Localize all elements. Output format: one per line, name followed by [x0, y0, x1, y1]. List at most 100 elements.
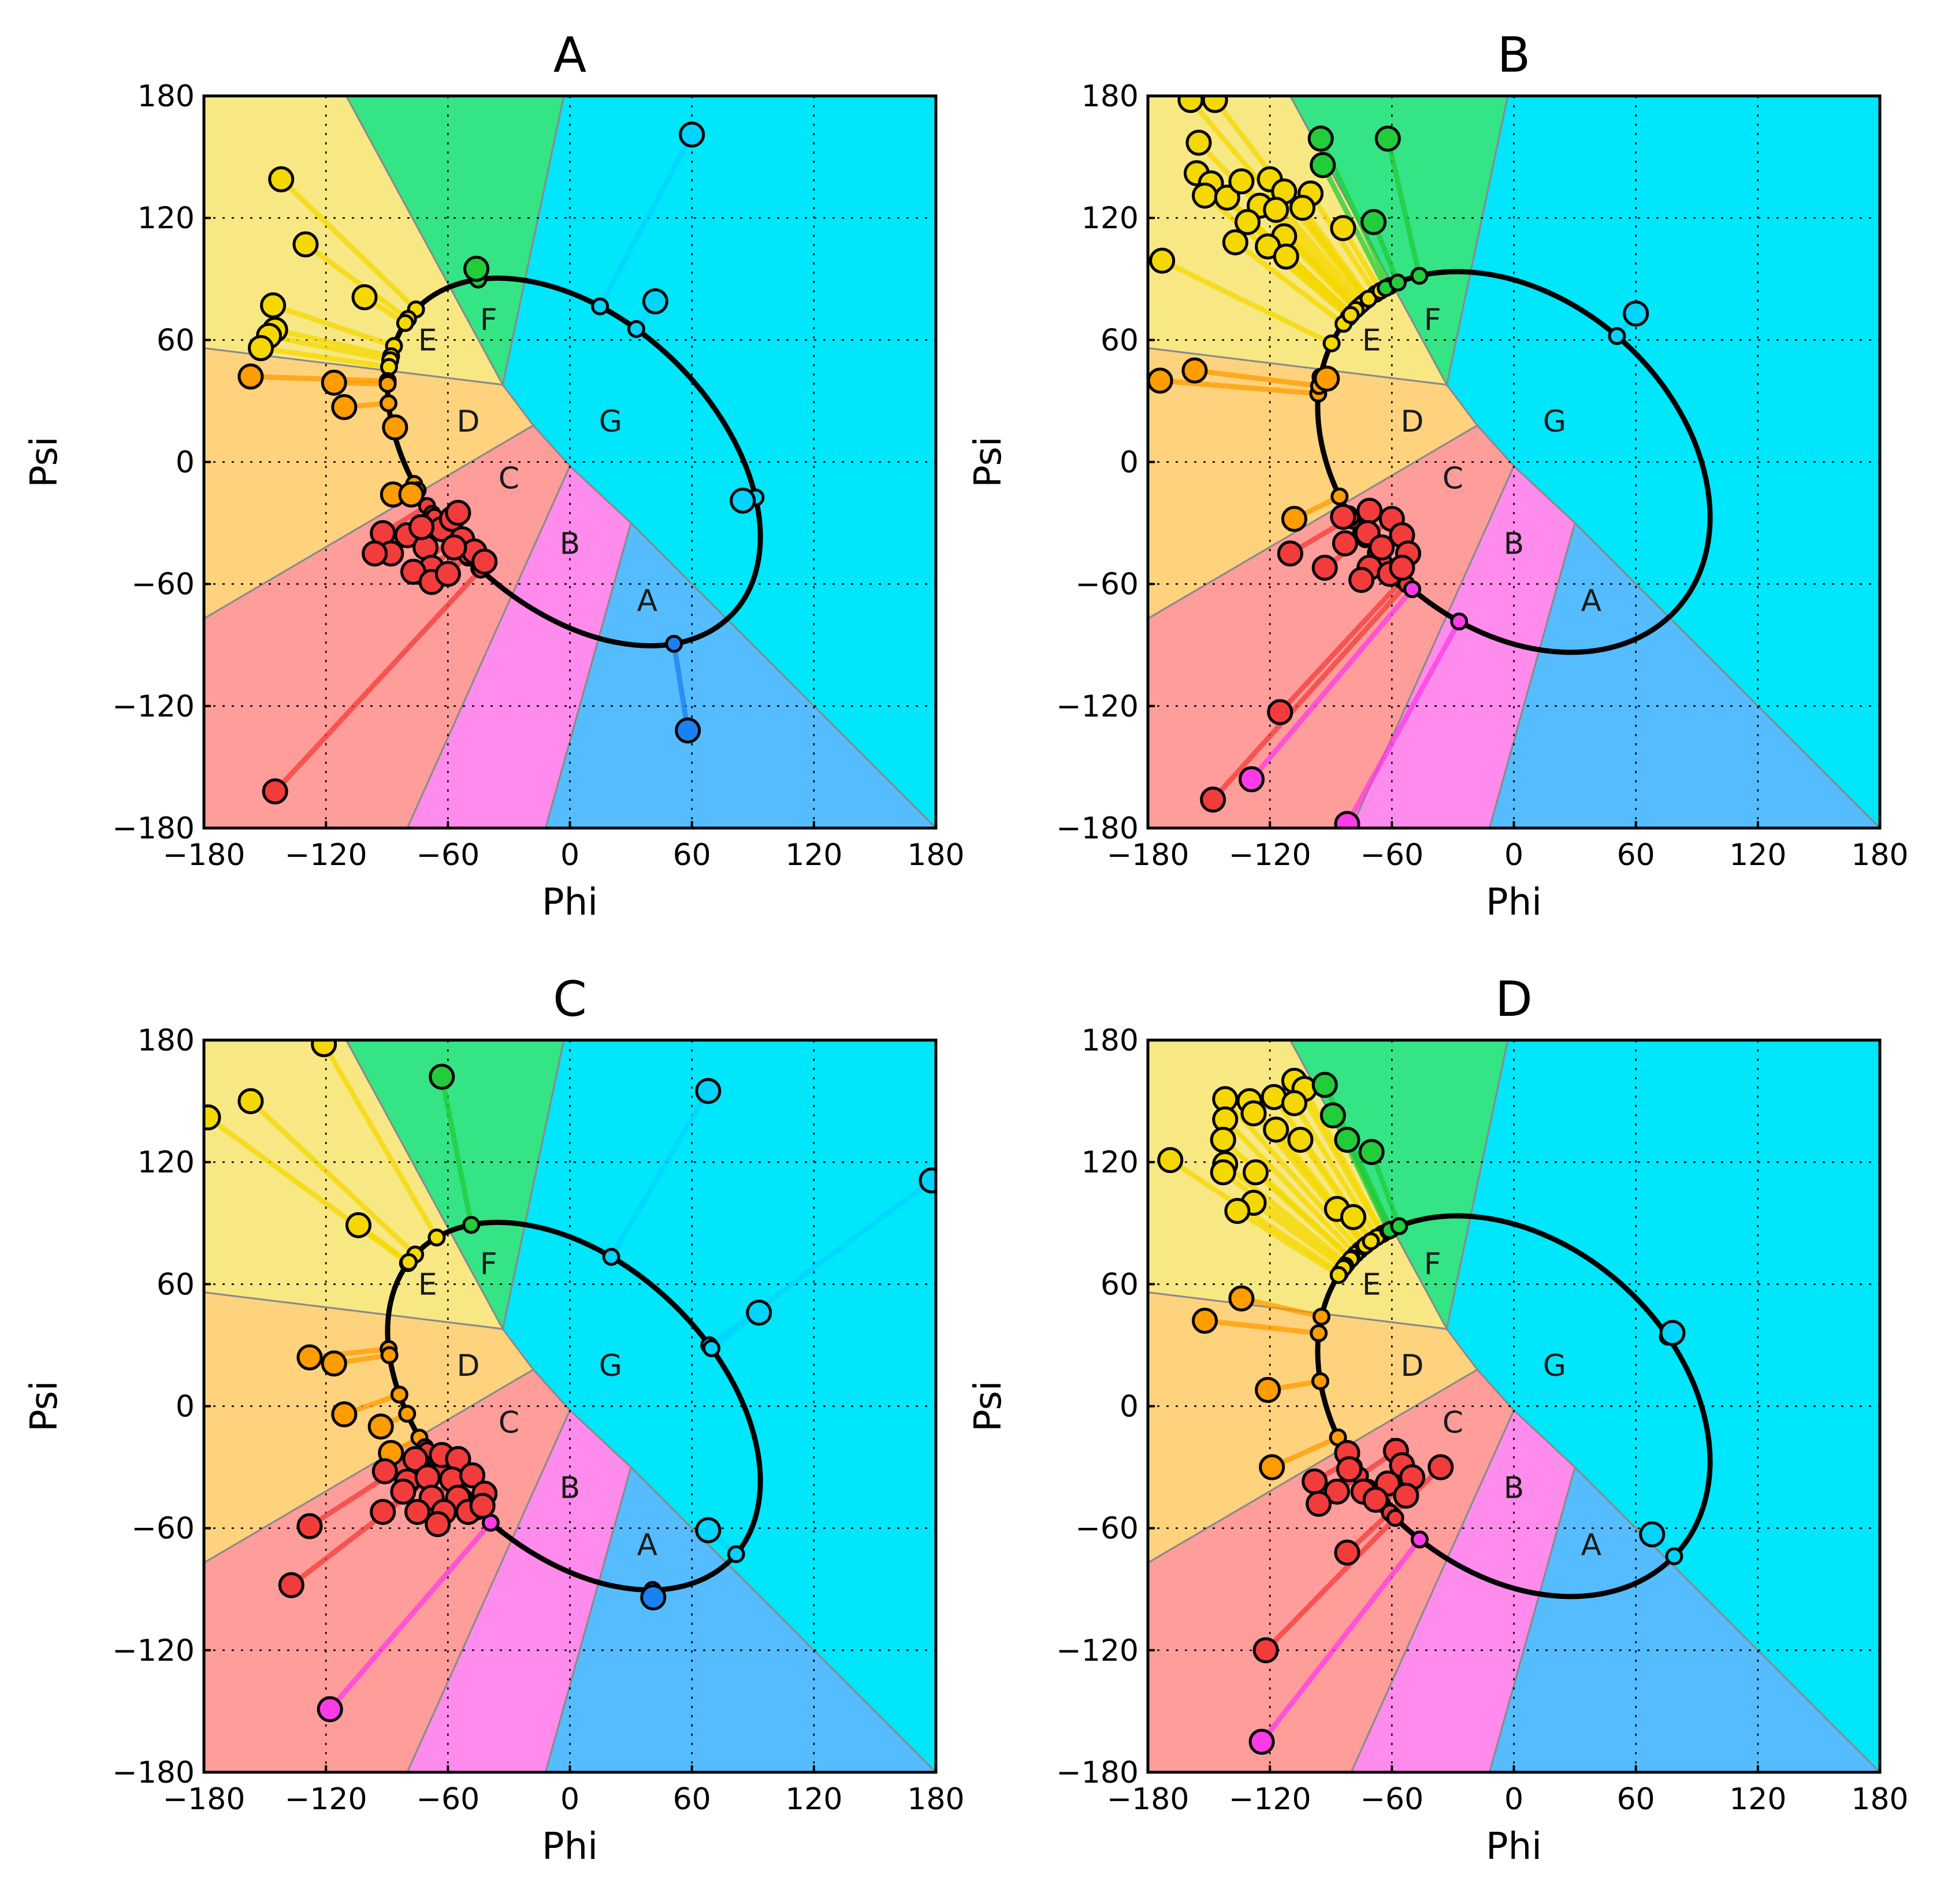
projection-link	[321, 1041, 440, 1241]
region-label-A: A	[1581, 1528, 1601, 1562]
projected-point	[627, 320, 645, 338]
projection-link	[1248, 587, 1415, 782]
y-tick-label: 180	[1081, 79, 1139, 114]
projected-point	[1665, 1547, 1683, 1565]
region-label-C: C	[1443, 462, 1463, 496]
x-tick-label: −120	[1229, 838, 1311, 873]
region-label-F: F	[480, 303, 497, 337]
data-point	[370, 1499, 396, 1526]
data-point	[1148, 368, 1173, 394]
data-point	[1192, 1308, 1218, 1334]
region-label-G: G	[1543, 1349, 1566, 1383]
projection-link	[1222, 1116, 1359, 1257]
data-point	[321, 369, 347, 396]
data-point	[1210, 1159, 1236, 1186]
data-point	[463, 255, 490, 282]
data-point	[746, 1300, 772, 1326]
data-point	[1267, 699, 1293, 725]
y-tick-label: −120	[1056, 689, 1139, 724]
data-point	[1334, 811, 1360, 828]
projected-point	[390, 1385, 408, 1404]
projected-point	[462, 1216, 481, 1234]
x-tick-label: −120	[1229, 1782, 1311, 1817]
data-point	[292, 231, 319, 258]
region-label-C: C	[1443, 1406, 1463, 1441]
y-axis-label: Psi	[23, 1380, 66, 1432]
projection-link	[272, 327, 394, 359]
data-point	[919, 1167, 936, 1194]
projection-link	[278, 176, 419, 312]
data-point	[1307, 125, 1334, 152]
data-point	[1200, 786, 1226, 813]
data-point	[1358, 1139, 1385, 1166]
region-G	[501, 96, 936, 828]
projected-point	[665, 634, 683, 653]
panel-title: D	[1495, 971, 1533, 1027]
region-label-D: D	[1401, 1349, 1424, 1383]
data-point	[1314, 365, 1340, 392]
y-tick-label: −120	[1056, 1634, 1139, 1668]
region-G	[1445, 1040, 1880, 1772]
projected-point	[591, 297, 609, 316]
y-tick-label: 60	[1101, 1267, 1139, 1302]
data-point	[730, 487, 756, 514]
data-point	[640, 1584, 667, 1610]
data-point	[1177, 96, 1204, 113]
projection-link	[1302, 1086, 1386, 1237]
data-point	[429, 1063, 455, 1090]
projected-point	[380, 1346, 399, 1364]
x-tick-label: 60	[1617, 1782, 1655, 1817]
region-label-F: F	[1424, 1247, 1441, 1282]
x-tick-label: −180	[1107, 1782, 1189, 1817]
region-G	[1445, 96, 1880, 828]
x-tick-label: 120	[1729, 1782, 1786, 1817]
projected-point	[1362, 1232, 1380, 1250]
data-point	[1202, 96, 1228, 113]
projection-link	[1253, 1170, 1354, 1262]
y-tick-label: 180	[137, 1023, 195, 1058]
data-point	[1428, 1454, 1454, 1480]
data-point	[237, 1088, 264, 1115]
projected-point	[1386, 1509, 1404, 1527]
data-point	[1224, 1198, 1251, 1224]
data-point	[390, 1478, 417, 1505]
projection-link	[1232, 239, 1347, 326]
region-G	[501, 1040, 936, 1772]
projection-link	[248, 1098, 418, 1257]
data-point	[679, 121, 705, 148]
x-tick-label: −180	[163, 838, 246, 873]
data-point	[1311, 555, 1338, 581]
projection-link	[1259, 1536, 1422, 1745]
data-point	[1238, 766, 1265, 793]
data-point	[1181, 357, 1208, 384]
data-point	[371, 1458, 398, 1484]
regions	[204, 1040, 936, 1772]
panel-title: A	[553, 27, 586, 83]
region-label-E: E	[418, 1267, 437, 1302]
y-tick-label: 60	[1101, 323, 1139, 358]
projection-link	[1210, 581, 1410, 803]
x-tick-label: −60	[1360, 1782, 1423, 1817]
data-point	[351, 284, 378, 310]
data-point	[1319, 1102, 1346, 1129]
x-tick-label: −180	[1107, 838, 1189, 873]
x-tick-label: 120	[785, 1782, 842, 1817]
region-label-E: E	[418, 323, 437, 358]
projection-link	[1263, 1515, 1398, 1653]
data-point	[382, 414, 408, 441]
y-axis-label: Psi	[967, 436, 1010, 488]
projected-point	[1330, 487, 1349, 506]
data-layer	[1157, 1067, 1713, 1755]
x-tick-label: 60	[1617, 838, 1655, 873]
data-point	[1192, 182, 1218, 209]
projected-point	[1312, 1308, 1330, 1326]
data-point	[367, 1413, 394, 1440]
data-point	[695, 1517, 722, 1543]
data-point	[1340, 1204, 1366, 1230]
x-axis-label: Phi	[542, 1825, 598, 1868]
data-layer	[1148, 96, 1713, 828]
panel-A: A B CD E F G −180 −120 −60 0 60 120 180 180 120 60 0 −60 −…	[23, 27, 965, 924]
region-label-D: D	[1401, 404, 1424, 439]
